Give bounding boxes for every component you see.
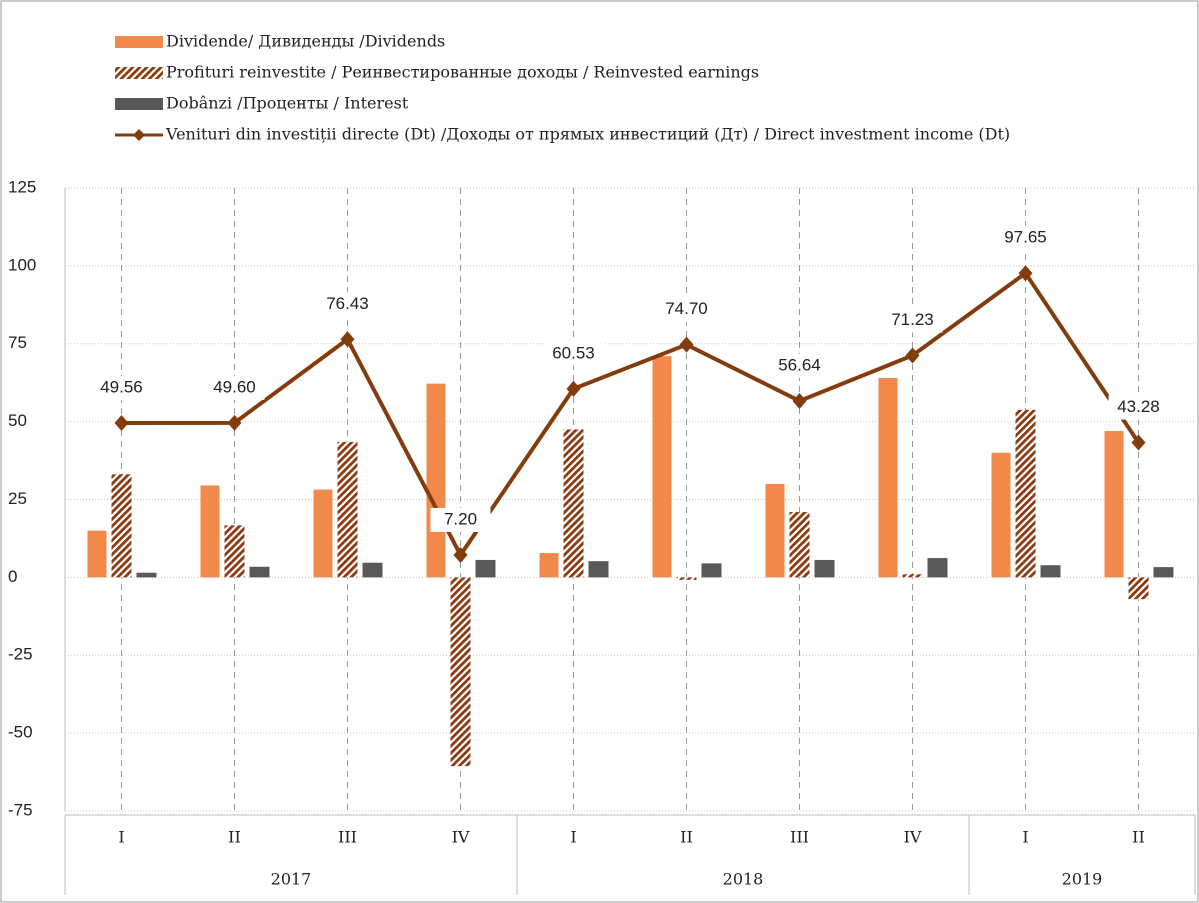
bar [588, 561, 609, 578]
bar [789, 511, 810, 578]
data-label-bg [91, 375, 152, 400]
bar [676, 577, 697, 580]
bar [902, 574, 923, 578]
data-label-bg [204, 375, 265, 400]
x-tick-label: III [338, 828, 357, 847]
y-tick-label: 50 [8, 411, 27, 430]
legend-label: Profituri reinvestite / Реинвестированны… [166, 63, 759, 82]
bar [224, 525, 245, 578]
group-label: 2017 [271, 870, 312, 889]
line-marker [114, 414, 129, 431]
line-marker [792, 392, 807, 409]
data-label-bg [1108, 395, 1169, 420]
bar [87, 530, 107, 578]
bar [652, 356, 672, 578]
line-marker [453, 546, 468, 563]
data-label: 71.23 [891, 310, 934, 329]
bar [249, 566, 270, 578]
data-label-bg [430, 507, 491, 532]
bar [337, 441, 358, 578]
data-label: 49.56 [100, 377, 143, 396]
bar [991, 452, 1011, 578]
x-tick-label: II [228, 828, 241, 847]
line-marker [340, 331, 355, 348]
y-tick-label: 125 [8, 177, 36, 196]
y-tick-label: -50 [8, 723, 33, 742]
y-tick-label: 25 [8, 489, 27, 508]
legend-swatch [115, 36, 163, 48]
y-tick-label: 75 [8, 333, 27, 352]
bar [1128, 577, 1149, 600]
bar [450, 577, 471, 767]
line-marker [1131, 434, 1146, 451]
line-marker [227, 414, 242, 431]
bar [539, 553, 559, 578]
data-label: 49.60 [213, 377, 256, 396]
bar [1153, 567, 1174, 578]
legend-swatch [115, 67, 163, 79]
y-tick-label: 100 [8, 255, 36, 274]
bar [878, 378, 898, 578]
bar [563, 429, 584, 578]
data-label: 97.65 [1004, 228, 1047, 247]
data-label-bg [769, 353, 830, 378]
y-tick-label: -25 [8, 645, 33, 664]
x-tick-label: II [1132, 828, 1145, 847]
bar [136, 572, 157, 578]
data-label-bg [656, 297, 717, 322]
bar [111, 474, 132, 578]
legend-swatch [115, 98, 163, 110]
bar [426, 383, 446, 578]
group-label: 2019 [1062, 870, 1103, 889]
bar [1015, 409, 1036, 578]
bar [1040, 565, 1061, 578]
x-tick-label: III [790, 828, 809, 847]
bar [1104, 430, 1124, 578]
data-label: 76.43 [326, 294, 369, 313]
data-label-bg [995, 226, 1056, 251]
x-tick-label: IV [904, 828, 922, 847]
bar [765, 483, 785, 578]
bar [927, 558, 948, 578]
data-label-bg [317, 292, 378, 317]
x-tick-label: I [118, 828, 124, 847]
data-label-bg [882, 308, 943, 333]
x-tick-label: I [570, 828, 576, 847]
y-tick-label: 0 [8, 567, 17, 586]
y-tick-label: -75 [8, 800, 33, 819]
x-tick-label: II [680, 828, 693, 847]
legend-label: Dividende/ Дивиденды /Dividends [166, 32, 445, 51]
legend-marker [133, 129, 145, 141]
x-tick-label: IV [452, 828, 470, 847]
group-label: 2018 [723, 870, 764, 889]
bar [200, 485, 220, 578]
data-label: 43.28 [1117, 397, 1160, 416]
legend-label: Dobânzi /Проценты / Interest [166, 94, 409, 113]
line-marker [905, 347, 920, 364]
data-label: 7.20 [444, 509, 477, 528]
line-marker [1018, 265, 1033, 282]
data-label-bg [543, 341, 604, 366]
line-marker [679, 336, 694, 353]
x-tick-label: I [1022, 828, 1028, 847]
bar [475, 559, 496, 578]
line-series [121, 270, 1141, 559]
line-marker [566, 380, 581, 397]
data-label: 60.53 [552, 343, 595, 362]
legend-label: Venituri din investiții directe (Dt) /До… [165, 125, 1010, 144]
bar [701, 563, 722, 578]
data-label: 74.70 [665, 299, 708, 318]
bar [362, 562, 383, 578]
data-label: 56.64 [778, 355, 821, 374]
bar [313, 489, 333, 578]
bar [814, 559, 835, 578]
